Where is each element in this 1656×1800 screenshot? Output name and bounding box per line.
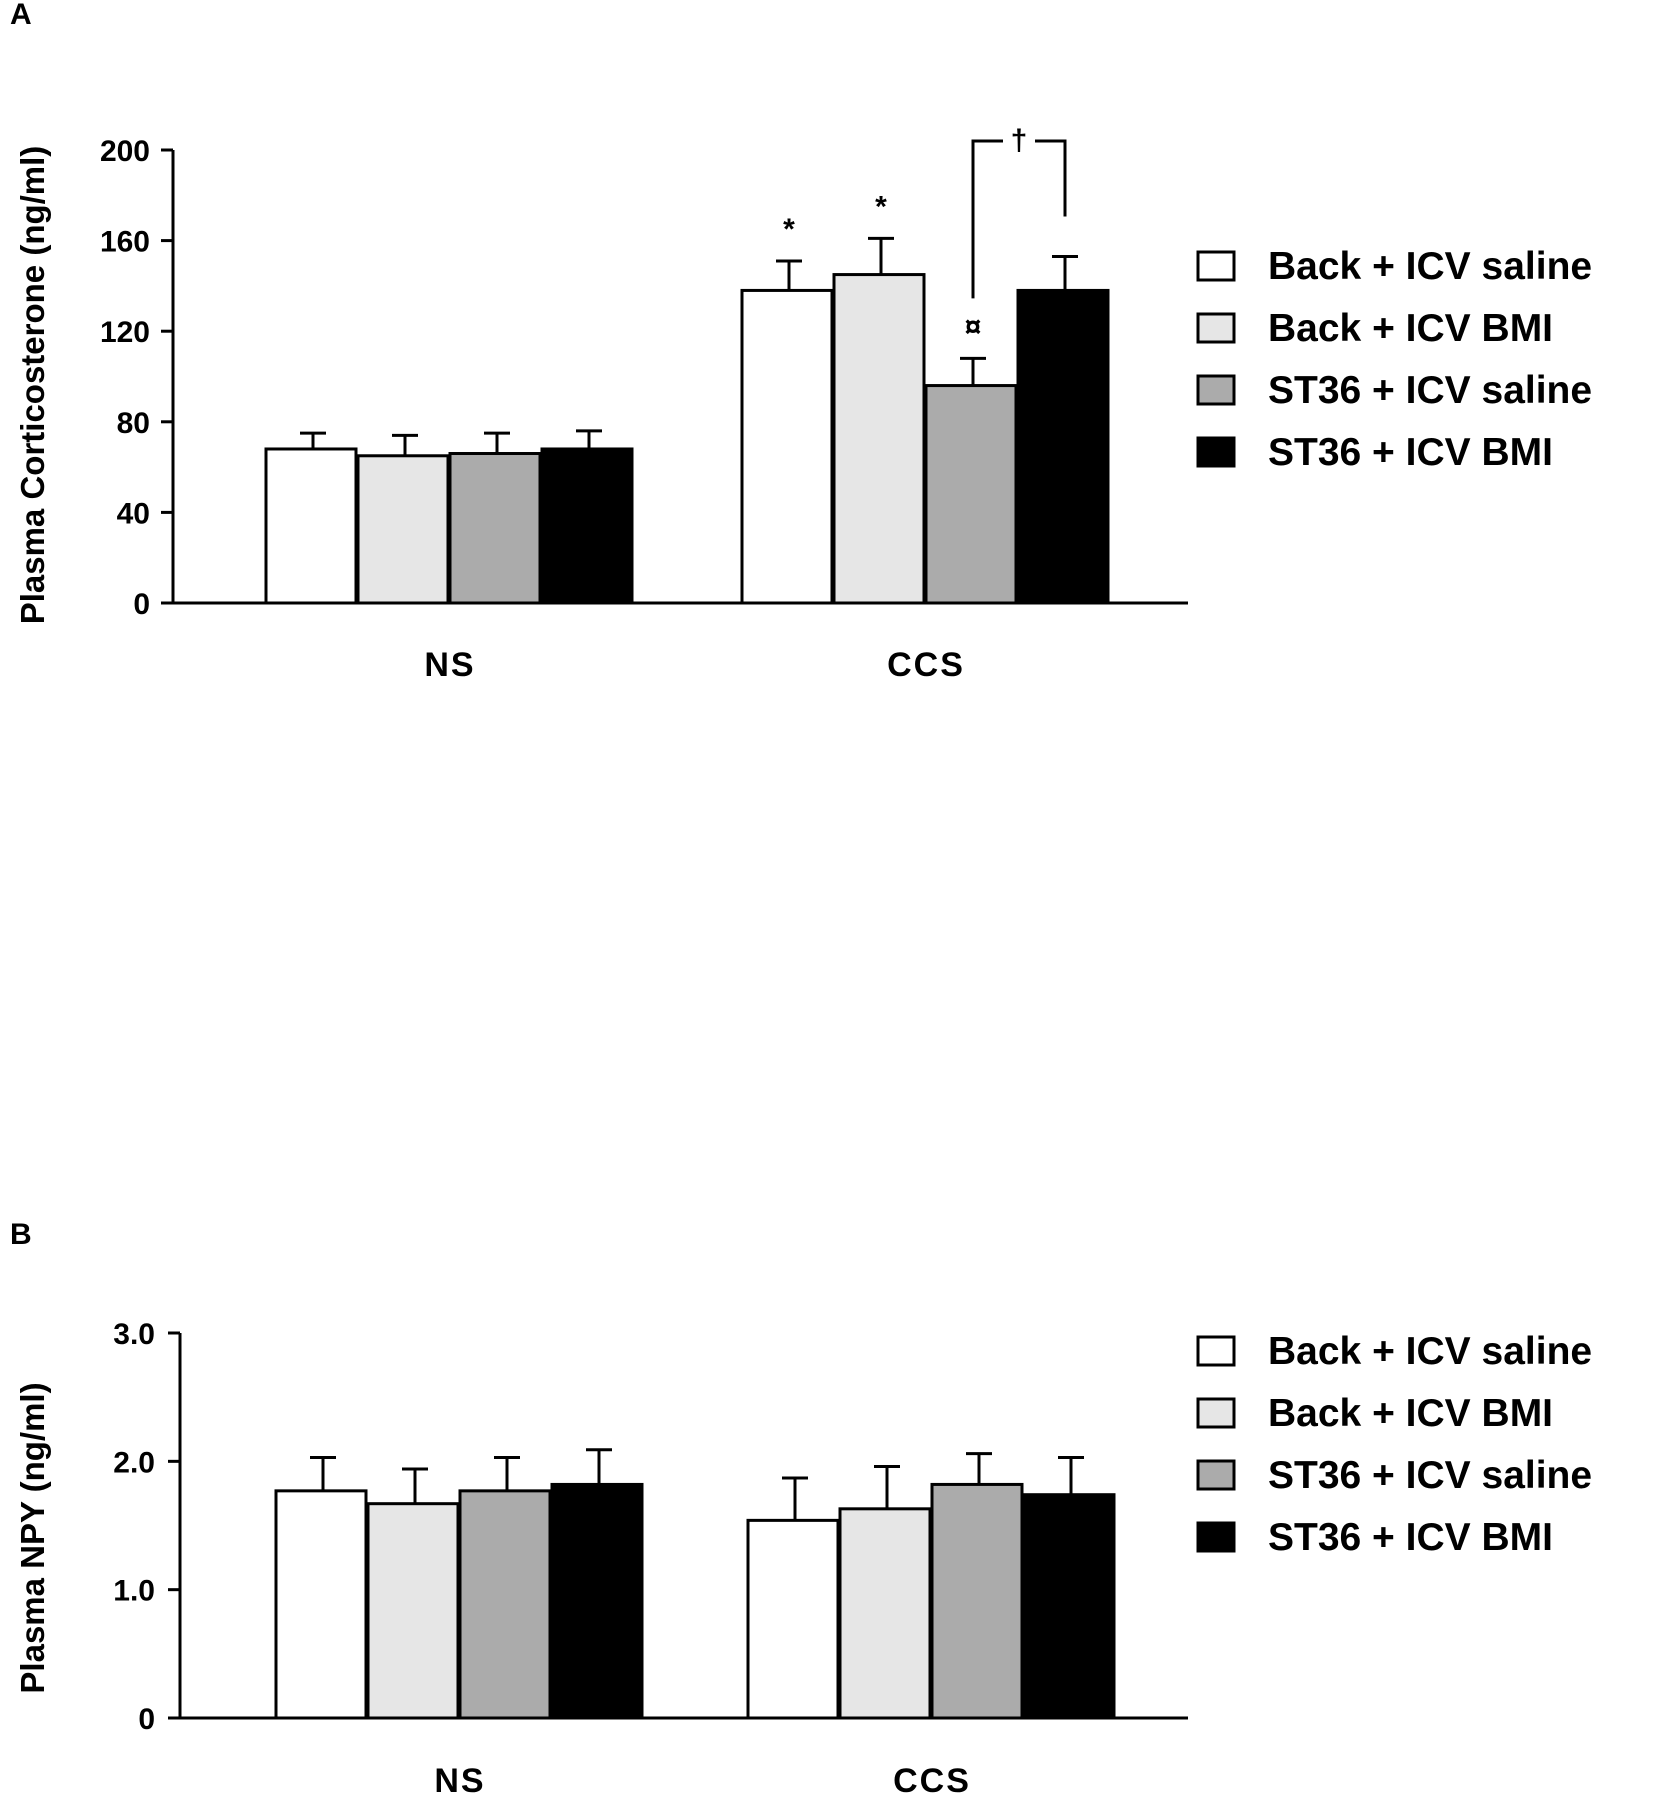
- legend-swatch-3: [1196, 1521, 1236, 1553]
- significance-marker: *: [783, 213, 795, 246]
- y-tick-label: 3.0: [113, 1318, 155, 1351]
- legend-swatch-0: [1196, 250, 1236, 282]
- y-tick-label: 2.0: [113, 1446, 155, 1479]
- bar-ccs-series-3: [1016, 288, 1110, 605]
- bar-ccs-series-3: [1022, 1493, 1116, 1720]
- legend-label: Back + ICV saline: [1268, 245, 1592, 288]
- bar-ccs-series-0: [746, 1518, 840, 1720]
- significance-bracket-left: [971, 139, 1003, 299]
- bar-ns-series-1: [366, 1502, 460, 1720]
- bar-ns-series-3: [550, 1482, 644, 1720]
- legend-label: ST36 + ICV BMI: [1268, 431, 1553, 474]
- y-tick-label: 120: [100, 316, 150, 349]
- y-axis-label: Plasma NPY (ng/ml): [14, 1382, 51, 1693]
- bar-ns-series-2: [448, 452, 542, 605]
- x-category-label: NS: [434, 1762, 485, 1800]
- y-tick-label: 1.0: [113, 1575, 155, 1608]
- y-tick-label: 40: [117, 497, 150, 530]
- legend-label: ST36 + ICV saline: [1268, 369, 1592, 412]
- legend-swatch-3: [1196, 436, 1236, 468]
- legend-label: Back + ICV BMI: [1268, 1392, 1553, 1435]
- x-category-label: NS: [424, 646, 475, 684]
- bar-ns-series-0: [274, 1489, 368, 1720]
- bar-ns-series-3: [540, 447, 634, 605]
- bar-ns-series-1: [356, 454, 450, 605]
- legend-swatch-2: [1196, 374, 1236, 406]
- legend-label: Back + ICV BMI: [1268, 307, 1553, 350]
- y-tick-label: 200: [100, 135, 150, 168]
- bar-ccs-series-1: [838, 1507, 932, 1720]
- significance-marker: ¤: [965, 310, 982, 343]
- x-category-label: CCS: [887, 646, 965, 684]
- legend-swatch-0: [1196, 1335, 1236, 1367]
- significance-bracket-right: [1035, 139, 1067, 217]
- significance-marker: *: [875, 190, 887, 223]
- legend-swatch-1: [1196, 1397, 1236, 1429]
- significance-marker: †: [1011, 124, 1028, 157]
- legend-label: Back + ICV saline: [1268, 1330, 1592, 1373]
- legend-label: ST36 + ICV BMI: [1268, 1516, 1553, 1559]
- y-tick-label: 0: [133, 588, 150, 621]
- panel-label-A: A: [10, 0, 32, 31]
- y-tick-label: 80: [117, 407, 150, 440]
- bar-ns-series-0: [264, 447, 358, 605]
- y-tick-label: 160: [100, 226, 150, 259]
- y-axis-label: Plasma Corticosterone (ng/ml): [14, 146, 51, 625]
- y-tick-label: 0: [138, 1703, 155, 1736]
- x-category-label: CCS: [893, 1762, 971, 1800]
- bar-ns-series-2: [458, 1489, 552, 1720]
- bar-ccs-series-2: [924, 384, 1018, 605]
- legend-swatch-1: [1196, 312, 1236, 344]
- legend-label: ST36 + ICV saline: [1268, 1454, 1592, 1497]
- bar-ccs-series-0: [740, 288, 834, 605]
- legend-swatch-2: [1196, 1459, 1236, 1491]
- bar-ccs-series-2: [930, 1482, 1024, 1720]
- bar-ccs-series-1: [832, 273, 926, 605]
- panel-label-B: B: [10, 1218, 32, 1251]
